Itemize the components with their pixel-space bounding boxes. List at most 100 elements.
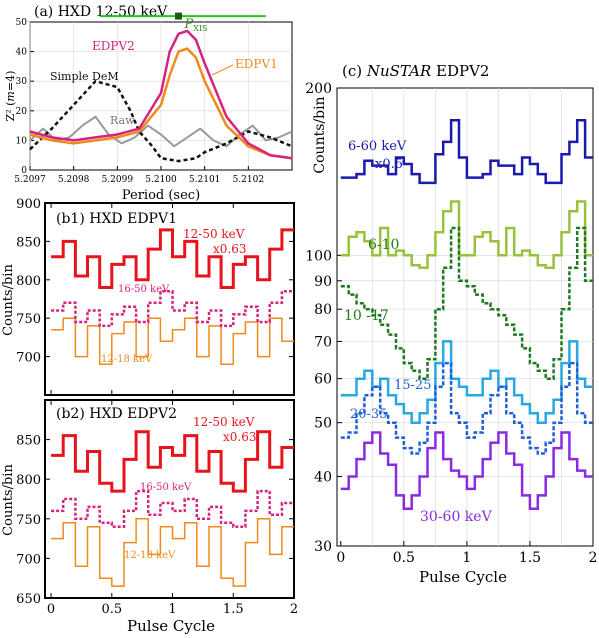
panel-c: (c) NuSTAR EDPV2 30 40 50 60 70 80 90 100 200 0 0.…	[305, 62, 597, 586]
xtick-label: 1	[168, 602, 176, 617]
panel-c-xlabel: Pulse Cycle	[419, 568, 507, 586]
panel-c-frame	[336, 87, 594, 547]
ytick-label: 0	[21, 166, 27, 176]
ytick-label: 650	[16, 592, 41, 607]
pxis-label: PXIS	[183, 17, 207, 33]
panel-b1-frame	[44, 202, 295, 396]
label-edpv1: EDPV1	[235, 57, 278, 71]
label-simple-dem: Simple DeM	[50, 70, 119, 83]
panel-b1-series	[51, 228, 294, 366]
xtick-label: 5.2097	[14, 175, 46, 185]
panel-b1-title: (b1) HXD EDPV1	[56, 211, 177, 227]
ytick-label: 40	[314, 470, 332, 486]
panel-c-title: (c) NuSTAR EDPV2	[342, 62, 489, 80]
c-label-20-35: 20-35	[350, 407, 387, 422]
xtick-label: 2	[589, 550, 598, 566]
series-step-12-50-keV	[51, 430, 294, 493]
ytick-label: 700	[16, 351, 41, 366]
ytick-label: 700	[16, 552, 41, 567]
pxis-marker: PXIS	[99, 12, 266, 33]
ytick-label: 90	[314, 274, 332, 290]
ytick-label: 850	[16, 434, 41, 449]
b2-label-16-50: 16-50 keV	[140, 482, 192, 493]
ytick-label: 80	[314, 302, 332, 318]
ytick-label: 30	[314, 539, 332, 555]
c-label-6-10: 6-10	[368, 237, 399, 253]
ytick-label: 30	[16, 77, 28, 87]
series-step-6-60-keV	[340, 118, 593, 185]
panel-a-series	[29, 29, 293, 163]
c-label-x05: x0.5	[375, 157, 403, 172]
ytick-label: 50	[314, 416, 332, 432]
c-label-30-60: 30-60 keV	[420, 509, 493, 525]
ytick-label: 200	[305, 81, 332, 97]
ytick-label: 800	[16, 473, 41, 488]
xtick-label: 5.2101	[189, 175, 221, 185]
ytick-label: 750	[16, 312, 41, 327]
b1-label-16-50: 16-50 keV	[118, 284, 170, 295]
series-step-16-50-keV	[51, 489, 294, 528]
ytick-label: 60	[314, 372, 332, 388]
panel-b1-axes: 700 750 800 850 900	[16, 197, 295, 395]
xtick-label: 5.2100	[145, 175, 177, 185]
series-line-edpv2	[29, 29, 293, 160]
panel-b2-ylabel: Counts/bin	[1, 464, 16, 536]
series-step-20-35	[340, 361, 593, 455]
b1-label-12-50: 12-50 keV	[183, 227, 245, 241]
ytick-label: 900	[16, 197, 41, 212]
xtick-label: 1	[462, 550, 471, 566]
series-step-16-50-keV	[51, 290, 294, 328]
series-step-30-60-keV	[340, 431, 593, 511]
panel-c-axes: 30 40 50 60 70 80 90 100 200 0 0.5 1 1.5 2	[305, 81, 597, 566]
panel-a-ylabel: Z² (m=4)	[4, 71, 17, 122]
label-edpv2: EDPV2	[92, 39, 135, 53]
b1-label-12-18: 12-18 keV	[101, 354, 153, 365]
panel-b1: (b1) HXD EDPV1 700 750 800 850 900 12-50 keV…	[1, 197, 295, 396]
ytick-label: 70	[314, 334, 332, 350]
ytick-label: 10	[16, 136, 28, 146]
panel-c-series	[340, 118, 593, 511]
panel-a: (a) HXD 12-50 keV 0 10 20 30 40 50 5.2097 5.209…	[4, 4, 293, 203]
ytick-label: 50	[16, 18, 28, 28]
panel-c-ylabel: Counts/bin	[312, 96, 328, 173]
series-step-15-25	[340, 340, 593, 424]
xtick-label: 1.5	[519, 550, 541, 566]
panel-a-title: (a) HXD 12-50 keV	[34, 4, 168, 20]
series-line-edpv1	[29, 47, 293, 160]
b2-label-12-18: 12-18 keV	[124, 550, 176, 561]
b1-label-x063: x0.63	[213, 242, 247, 256]
xtick-label: 0	[47, 602, 55, 617]
xtick-label: 5.2099	[102, 175, 134, 185]
xtick-label: 5.2102	[233, 175, 265, 185]
xtick-label: 0.5	[393, 550, 415, 566]
ytick-label: 750	[16, 513, 41, 528]
pxis-point	[174, 12, 182, 20]
xtick-label: 5.2098	[58, 175, 90, 185]
panel-b2-title: (b2) HXD EDPV2	[56, 406, 177, 422]
panel-b1-ylabel: Counts/bin	[1, 264, 16, 336]
panel-b2-series	[51, 430, 294, 587]
panel-b2-frame	[44, 399, 295, 599]
ytick-label: 800	[16, 274, 41, 289]
series-line-raw	[29, 115, 293, 148]
panel-b2-axes: 650 700 750 800 850 0 0.5 1 1.5 2	[16, 400, 298, 617]
b2-label-12-50: 12-50 keV	[193, 415, 255, 429]
ytick-label: 20	[16, 107, 28, 117]
series-step-12-18-keV	[51, 518, 294, 587]
series-step-12-18-keV	[51, 317, 294, 366]
xtick-label: 2	[290, 602, 298, 617]
c-label-10-17: 10 -17	[344, 308, 389, 324]
panel-a-xlabel: Period (sec)	[122, 188, 200, 203]
series-step-10--17	[340, 226, 593, 380]
ytick-label: 40	[16, 48, 28, 58]
panel-b2-xlabel: Pulse Cycle	[127, 617, 215, 635]
xtick-label: 0.5	[101, 602, 122, 617]
c-label-15-25: 15-25	[394, 378, 431, 393]
panel-a-axes: 0 10 20 30 40 50 5.2097 5.2098 5.2099 5.2100 5.210…	[14, 18, 292, 185]
ytick-label: 100	[305, 248, 332, 264]
label-raw: Raw	[110, 114, 135, 127]
ytick-label: 850	[16, 235, 41, 250]
series-step-6-10	[340, 200, 593, 269]
